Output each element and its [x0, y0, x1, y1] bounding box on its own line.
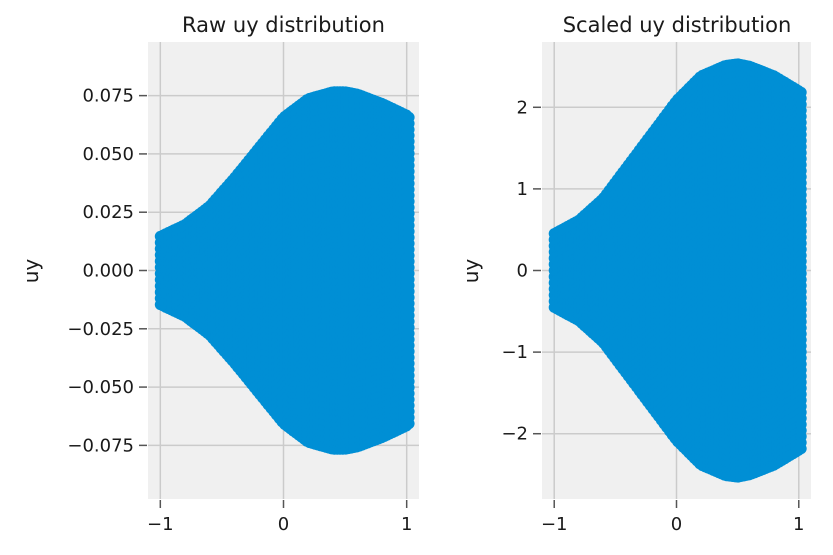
raw-data-point: [404, 418, 415, 429]
raw-y-tick-label: −0.025: [67, 319, 134, 340]
raw-x-tick-label: 0: [278, 514, 289, 535]
raw-x-tick-label: 1: [401, 514, 412, 535]
raw-y-ticks: 0.075 0.050 0.025 0.000 −0.025 −0.050 −0.075: [67, 86, 147, 457]
raw-x-ticks: −1 0 1: [147, 500, 412, 535]
raw-y-tick-label: −0.075: [67, 435, 134, 456]
raw-y-tick-label: 0.075: [82, 86, 134, 107]
raw-x-tick-label: −1: [147, 514, 174, 535]
raw-uy-panel: 0.075 0.050 0.025 0.000 −0.025 −0.050 −0.075 −…: [19, 13, 419, 535]
raw-chart-title: Raw uy distribution: [182, 13, 385, 37]
raw-y-tick-label: −0.050: [67, 377, 134, 398]
raw-y-axis-label: uy: [19, 259, 43, 284]
raw-y-tick-label: 0.025: [82, 202, 134, 223]
raw-y-tick-label: 0.000: [82, 261, 134, 282]
raw-y-tick-label: 0.050: [82, 144, 134, 165]
